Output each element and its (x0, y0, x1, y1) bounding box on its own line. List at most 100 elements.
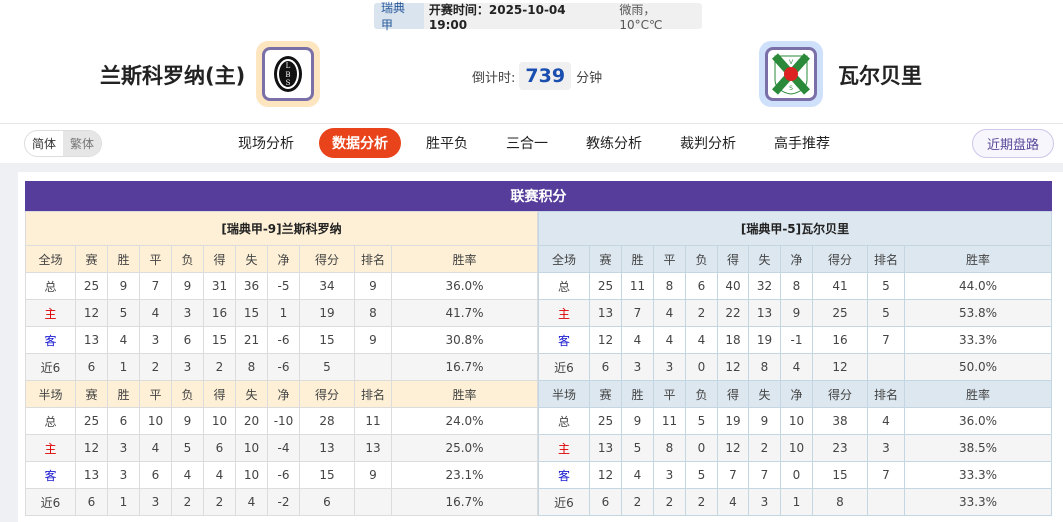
table-cell: 6 (171, 326, 204, 354)
column-header: 胜 (107, 380, 140, 408)
tab-4[interactable]: 教练分析 (586, 136, 642, 152)
table-cell: 19 (748, 326, 781, 354)
table-cell: -4 (267, 434, 300, 462)
team-caption: [瑞典甲-9]兰斯科罗纳 (25, 211, 538, 246)
table-cell: 8 (653, 272, 686, 300)
table-cell: 1 (780, 488, 813, 516)
svg-text:S: S (286, 79, 291, 87)
table-cell: 13 (75, 461, 108, 489)
column-header: 胜 (621, 380, 654, 408)
tab-5[interactable]: 裁判分析 (680, 136, 736, 152)
table-cell: 9 (748, 407, 781, 435)
table-cell: 12 (717, 434, 749, 462)
table-cell: -1 (780, 326, 813, 354)
table-cell: 7 (748, 461, 781, 489)
table-cell: 5 (621, 434, 654, 462)
table-row: 主 13 5 8 0 12 2 10 23 3 38.5% (538, 434, 1052, 462)
table-cell: 8 (653, 434, 686, 462)
home-standings-table: [瑞典甲-9]兰斯科罗纳 全场赛胜平负得失净得分 排名 胜率总 25 9 7 9 31 36 -5 3… (25, 211, 538, 516)
tab-1[interactable]: 数据分析 (319, 128, 401, 158)
table-row: 近6 6 2 2 2 4 3 1 8 33.3% (538, 488, 1052, 516)
column-header: 赛 (589, 380, 622, 408)
tab-2[interactable]: 胜平负 (426, 136, 468, 152)
half-header-row: 半场赛胜平负得失净得分 排名 胜率 (25, 380, 538, 408)
table-cell: 18 (717, 326, 749, 354)
match-info-bar: 瑞典甲 开赛时间：2025-10-04 19:00 微雨， 10°C℃ (374, 1, 702, 32)
table-cell: 5 (685, 407, 718, 435)
column-header: 失 (748, 380, 781, 408)
table-cell: 13 (748, 299, 781, 327)
table-cell: 16 (203, 299, 236, 327)
column-header: 得分 (299, 380, 355, 408)
tab-3[interactable]: 三合一 (506, 136, 548, 152)
table-cell: 19 (299, 299, 355, 327)
table-cell: 2 (748, 434, 781, 462)
tab-0[interactable]: 现场分析 (238, 136, 294, 152)
table-cell: 33.3% (904, 488, 1052, 516)
column-header: 半场 (25, 380, 76, 408)
table-cell: 10 (780, 434, 813, 462)
table-cell: 50.0% (904, 353, 1052, 381)
table-cell: 24.0% (391, 407, 538, 435)
column-header: 负 (171, 380, 204, 408)
column-header: 胜率 (391, 245, 538, 273)
table-cell: 6 (203, 434, 236, 462)
table-cell: 21 (235, 326, 268, 354)
table-cell: 6 (107, 407, 140, 435)
table-cell: 34 (299, 272, 355, 300)
row-label: 客 (25, 326, 76, 354)
table-cell: 2 (685, 299, 718, 327)
recent-handicap-button[interactable]: 近期盘路 (972, 129, 1054, 158)
table-cell: 3 (139, 488, 172, 516)
column-header: 排名 (867, 245, 905, 273)
analysis-tabs: 现场分析 数据分析 胜平负 三合一 教练分析 裁判分析 高手推荐 (225, 128, 855, 158)
table-cell: 2 (621, 488, 654, 516)
row-label: 客 (25, 461, 76, 489)
simplified-chinese-button[interactable]: 简体 (32, 137, 57, 151)
kickoff-time: 开赛时间：2025-10-04 19:00 (428, 2, 566, 32)
table-cell: 1 (107, 353, 140, 381)
table-row: 总 25 9 7 9 31 36 -5 34 9 36.0% (25, 272, 538, 300)
column-header: 平 (653, 380, 686, 408)
away-team-name[interactable]: 瓦尔贝里 (838, 64, 922, 88)
table-cell: 30.8% (391, 326, 538, 354)
half-header-row: 半场赛胜平负得失净得分 排名 胜率 (538, 380, 1052, 408)
column-header: 负 (685, 380, 718, 408)
column-header: 平 (139, 380, 172, 408)
table-cell: 4 (653, 299, 686, 327)
row-label: 主 (25, 434, 76, 462)
row-label: 总 (25, 407, 76, 435)
league-badge[interactable]: 瑞典甲 (374, 1, 424, 32)
table-cell: 4 (621, 461, 654, 489)
table-cell: 16 (812, 326, 868, 354)
table-cell: 7 (139, 272, 172, 300)
row-label: 主 (538, 434, 590, 462)
language-switch: 简体 繁体 (24, 130, 103, 157)
table-cell: 53.8% (904, 299, 1052, 327)
column-header: 得分 (812, 245, 868, 273)
tab-6[interactable]: 高手推荐 (774, 136, 830, 152)
row-label: 总 (538, 272, 590, 300)
table-cell: 10 (235, 461, 268, 489)
table-cell: 6 (685, 272, 718, 300)
countdown-label: 倒计时: (472, 70, 516, 86)
table-cell: 7 (621, 299, 654, 327)
home-team-name[interactable]: 兰斯科罗纳(主) (100, 64, 246, 88)
table-cell (867, 353, 905, 381)
table-cell: 8 (235, 353, 268, 381)
table-cell: 13 (589, 434, 622, 462)
row-label: 客 (538, 326, 590, 354)
row-label: 总 (538, 407, 590, 435)
table-cell: 12 (75, 434, 108, 462)
table-cell: 6 (75, 353, 108, 381)
team-caption: [瑞典甲-5]瓦尔贝里 (538, 211, 1052, 246)
table-cell: 4 (139, 299, 172, 327)
table-cell: 25.0% (391, 434, 538, 462)
column-header: 胜率 (904, 245, 1052, 273)
table-cell: 13 (75, 326, 108, 354)
table-cell: 36 (235, 272, 268, 300)
traditional-chinese-button[interactable]: 繁体 (63, 131, 102, 156)
column-header: 净 (780, 245, 813, 273)
